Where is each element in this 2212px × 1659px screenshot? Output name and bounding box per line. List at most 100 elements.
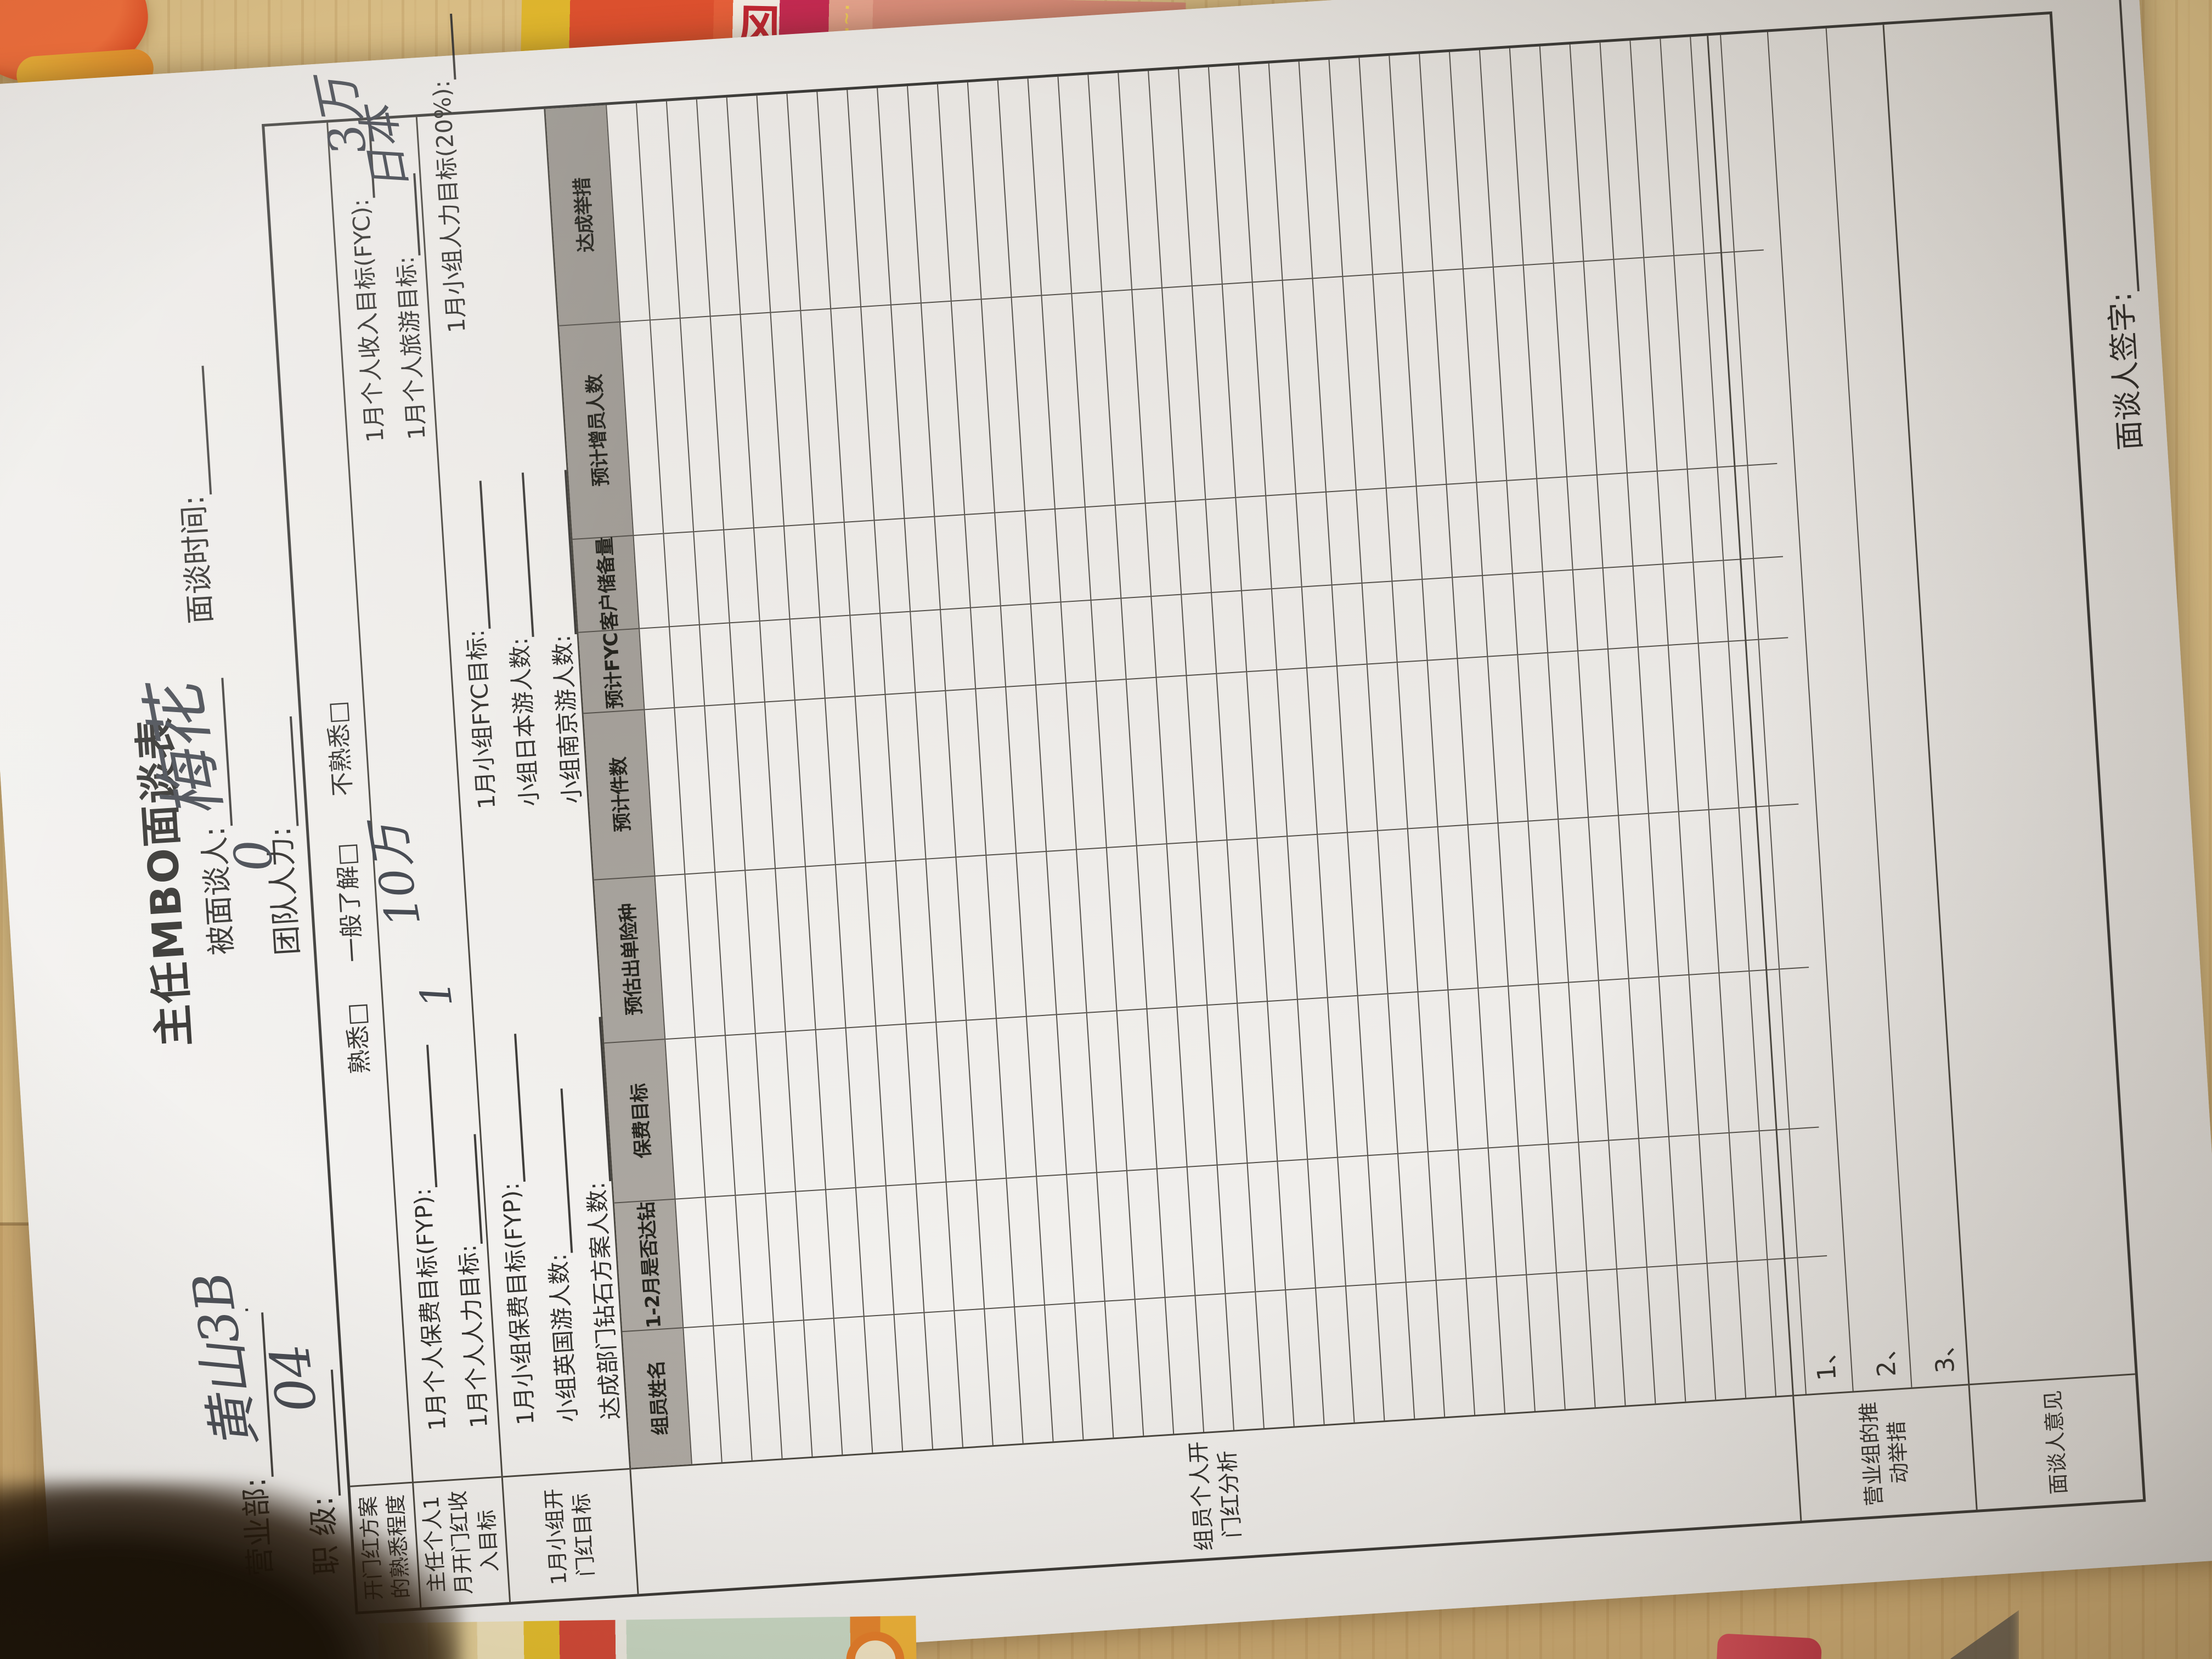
group-japan-underline: [495, 472, 534, 639]
member-grid-cell: [1211, 590, 1246, 673]
member-grid-cell: [1272, 586, 1306, 669]
group-fyp-underline: [488, 1034, 526, 1184]
push-measure-number-1: 1、: [1809, 1338, 1842, 1382]
travel-target-label: 1月个人旅游目标:: [392, 255, 431, 441]
member-grid-cell: [1657, 469, 1693, 564]
member-grid-cell: [1332, 582, 1367, 665]
member-grid-cell: [1242, 588, 1277, 672]
row-group-targets-label: 1月小组开门红目标: [503, 1468, 637, 1602]
time-underline: [175, 365, 212, 496]
member-grid-cell: [995, 510, 1030, 606]
member-grid-cell: [669, 624, 704, 707]
member-grid-cell: [1182, 592, 1216, 675]
member-grid-cell: [1115, 503, 1151, 598]
group-fyc-label: 1月小组FYC目标:: [462, 629, 501, 810]
dept-handwritten-char: 黄: [199, 1391, 268, 1453]
option-unfamiliar: 不熟悉□: [323, 700, 358, 797]
member-grid-cell: [1688, 466, 1723, 562]
grid-column-header: 客户储备量: [572, 535, 639, 632]
row-member-analysis: 组员个人开门红分析 组员姓名 1-2月是否达钻 保费目标 预估出单险种 预计件数 预计FY…: [544, 33, 1836, 1594]
interviewer-opinion-label: 面谈人意见: [1970, 1373, 2143, 1510]
member-grid-cell: [1633, 563, 1668, 647]
member-grid-cell: [1236, 495, 1271, 590]
group-manpower: 1月小组人力目标(20%):: [419, 13, 472, 334]
fyp-underline: [400, 1045, 438, 1189]
member-grid-cell: [1031, 601, 1065, 685]
grid-column-header: 组员姓名: [622, 1327, 691, 1468]
group-manpower-label: 1月小组人力目标(20%):: [427, 79, 471, 334]
signature-underline: [2091, 0, 2140, 293]
member-grid-cell: [1025, 508, 1060, 603]
grid-column-header: 1-2月是否达钻: [614, 1198, 683, 1331]
member-grid-cell: [1627, 470, 1663, 566]
member-grid-cell: [1206, 497, 1241, 592]
member-grid-cell: [1417, 483, 1452, 579]
option-familiar: 熟悉□: [342, 1002, 375, 1075]
dept-handwritten-rest: 山3B: [180, 1267, 260, 1401]
member-grid-cell: [940, 607, 975, 690]
manpower-handwritten-value: 1: [410, 978, 462, 1011]
member-grid-cell: [1356, 487, 1392, 583]
grid-column-header: 预估出单险种: [594, 875, 665, 1043]
member-grid-cell: [694, 529, 729, 624]
signature-label: 面谈人签字:: [2103, 291, 2148, 452]
member-grid-cell: [1507, 478, 1542, 573]
push-measure-number-3: 3、: [1928, 1331, 1960, 1374]
member-grid-cell: [1302, 584, 1336, 668]
group-fyp-label: 1月小组保费目标(FYP):: [497, 1182, 539, 1426]
member-grid-cell: [1266, 493, 1301, 589]
member-grid-cell: [1055, 506, 1091, 602]
member-grid-cell: [1061, 599, 1096, 683]
member-grid-cell: [1663, 561, 1698, 645]
rank-handwritten-value: 04: [258, 1340, 330, 1416]
member-grid-cell: [970, 605, 1006, 689]
member-grid-cell: [790, 617, 825, 700]
member-grid-cell: [905, 516, 940, 611]
member-grid-cell: [1537, 476, 1572, 572]
member-grid-cell: [1362, 580, 1397, 664]
member-grid-cell: [634, 533, 669, 628]
group-uk-underline: [534, 1088, 573, 1255]
member-grid-cell: [1483, 573, 1517, 656]
grid-column-header: 预计FYC: [578, 628, 644, 713]
push-measure-number-2: 2、: [1869, 1334, 1902, 1378]
magazine-circle-graphic: [845, 1631, 905, 1659]
member-grid-cell: [724, 527, 759, 623]
member-grid-cell: [1326, 489, 1362, 585]
member-grid-cell: [1176, 499, 1211, 594]
member-grid-cell: [1423, 577, 1457, 660]
group-japan-trip-label: 小组日本游人数:: [505, 636, 544, 808]
fyc-target-label: 1月个人收入目标(FYC):: [346, 198, 389, 443]
member-grid-cell: [1392, 578, 1427, 662]
member-grid-cell: [1085, 504, 1121, 600]
member-grid-cell: [1543, 569, 1577, 652]
member-grid-cell: [1091, 597, 1126, 681]
member-grid-cell: [760, 618, 794, 702]
member-grid-cell: [1001, 603, 1035, 686]
form-table: 开门红方案的熟悉程度 熟悉□ 一般了解□ 不熟悉□ 主任个人1月开门红收入目标 …: [262, 11, 2146, 1615]
member-grid-cell: [1121, 596, 1156, 679]
member-grid-cell: [1477, 479, 1512, 575]
member-grid-cell: [850, 613, 885, 696]
member-grid-cell: [965, 512, 1000, 607]
member-grid-cell: [911, 609, 945, 692]
member-grid-cell: [814, 521, 850, 617]
member-grid-cell: [874, 518, 910, 613]
packaging-small-text: ·~·: [837, 4, 857, 35]
member-grid-cell: [1447, 482, 1482, 577]
grid-column-header: 预计件数: [583, 709, 654, 879]
member-grid-cell: [1152, 594, 1186, 677]
member-grid-cell: [730, 620, 764, 704]
member-grid-cell: [1296, 491, 1331, 586]
manpower-underline: [447, 1134, 483, 1246]
member-grid-cell: [1453, 575, 1487, 658]
manpower-target-label: 1月个人人力目标:: [454, 1244, 493, 1429]
member-grid-cell: [820, 614, 855, 698]
push-measures-label: 营业组的推动举措: [1793, 1384, 1976, 1521]
member-grid-body: [606, 33, 1836, 1464]
member-grid-cell: [699, 622, 735, 706]
team-handwritten-value: 0: [222, 836, 285, 875]
fyp-target-label: 1月个人保费目标(FYP):: [409, 1187, 452, 1432]
member-grid-cell: [1567, 474, 1602, 569]
